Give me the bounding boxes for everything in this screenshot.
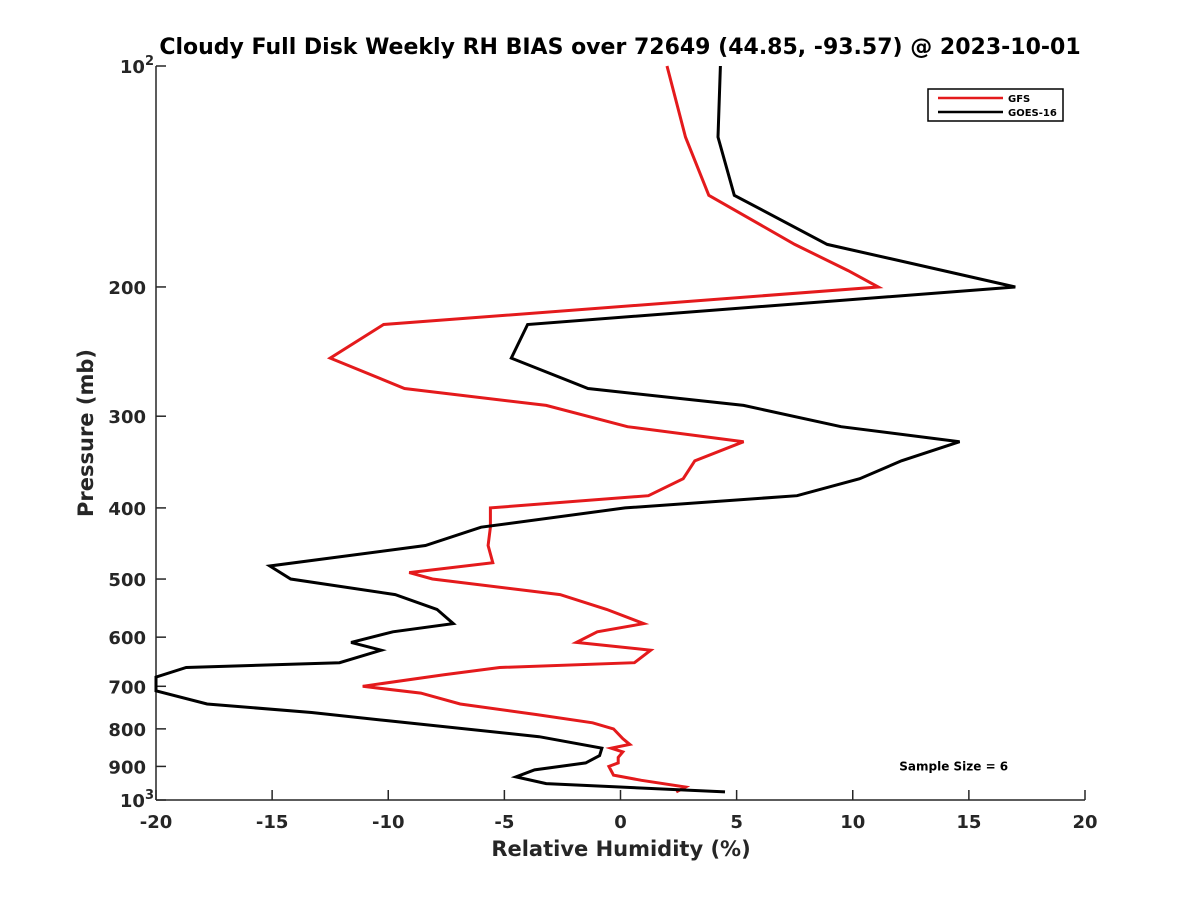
x-tick-label: 20 (1072, 812, 1097, 833)
x-tick-label: 5 (730, 812, 743, 833)
x-tick-label: 0 (614, 812, 627, 833)
y-tick-label: 500 (108, 570, 146, 591)
x-tick-label: -20 (140, 812, 173, 833)
annotations: Sample Size = 6 (899, 759, 1008, 773)
series-layer (154, 65, 1016, 794)
y-tick-label: 700 (108, 677, 146, 698)
y-tick-label: 900 (108, 757, 146, 778)
y-tick-label: 800 (108, 720, 146, 741)
y-tick-label: 400 (108, 499, 146, 520)
y-tick-label: 103 (120, 788, 154, 812)
x-tick-label: 10 (840, 812, 865, 833)
x-tick-label: 15 (956, 812, 981, 833)
x-tick-label: -15 (256, 812, 289, 833)
x-axis-ticks: -20 -15 -10 -5 0 5 10 15 20 (140, 790, 1098, 833)
legend-entry-label: GFS (1008, 94, 1030, 105)
chart-title: Cloudy Full Disk Weekly RH BIAS over 726… (159, 35, 1080, 60)
plot-frame (155, 66, 1085, 801)
sample-size-annotation: Sample Size = 6 (899, 759, 1008, 773)
y-tick-label: 102 (120, 54, 154, 78)
series-line-gfs (326, 65, 884, 794)
y-axis-ticks: 102 200 300 400 500 600 700 800 900 103 (108, 54, 166, 812)
legend-entry-label: GOES-16 (1008, 108, 1057, 119)
y-axis-label: Pressure (mb) (74, 349, 98, 517)
y-tick-label: 600 (108, 628, 146, 649)
x-axis-label: Relative Humidity (%) (491, 837, 750, 861)
legend: GFS GOES-16 (927, 88, 1064, 122)
y-tick-label: 200 (108, 278, 146, 299)
x-tick-label: -5 (494, 812, 514, 833)
x-tick-label: -10 (372, 812, 405, 833)
legend-box (927, 88, 1064, 122)
y-tick-label: 300 (108, 407, 146, 428)
series-line-goes-16 (154, 65, 1016, 794)
